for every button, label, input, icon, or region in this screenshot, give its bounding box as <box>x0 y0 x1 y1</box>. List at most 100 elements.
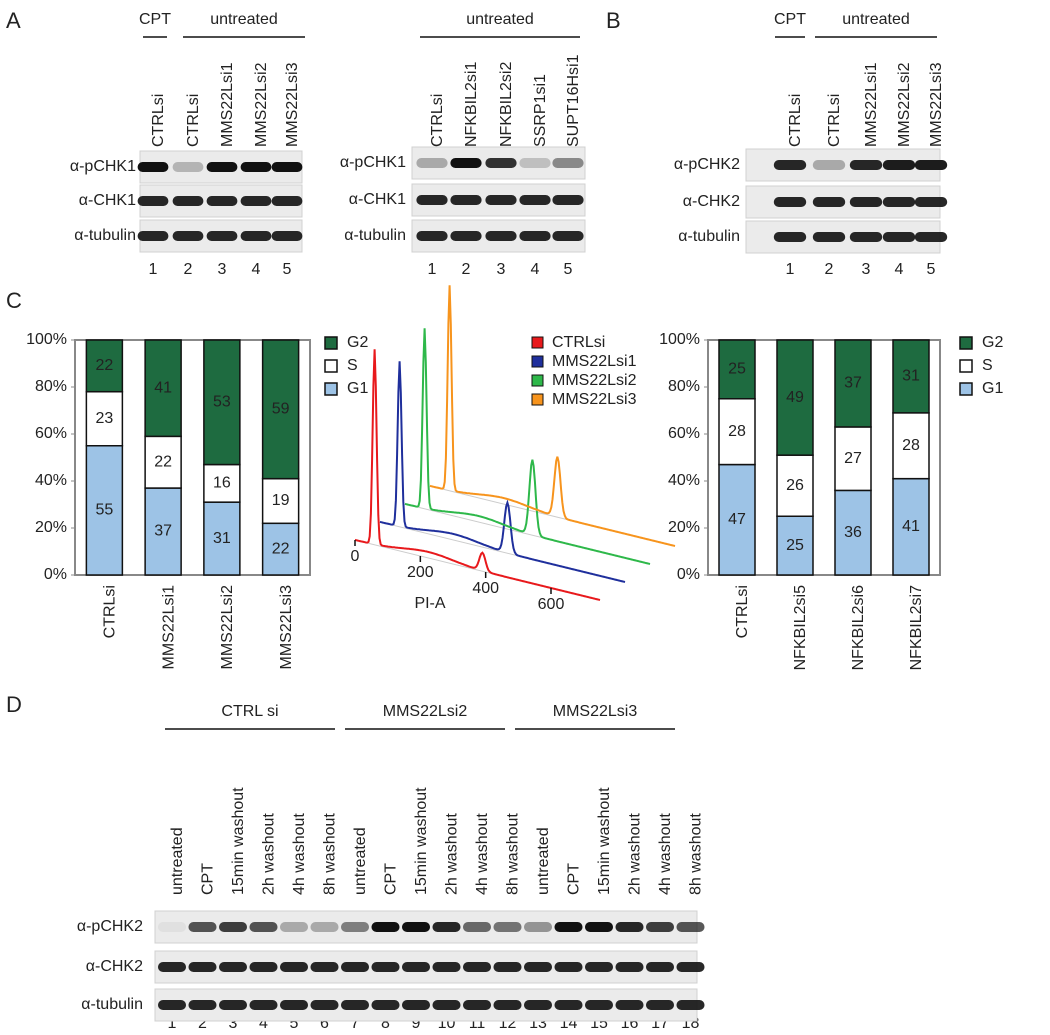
data-label: 53 <box>213 393 231 410</box>
band <box>812 232 846 242</box>
band <box>462 1000 492 1010</box>
band <box>676 1000 705 1010</box>
band <box>157 922 187 932</box>
row-label: α-pCHK1 <box>70 158 136 175</box>
data-label: 22 <box>272 540 290 557</box>
data-label: 31 <box>213 530 231 547</box>
band <box>271 231 303 241</box>
x-tick-label: NFKBIL2si5 <box>792 585 809 670</box>
data-label: 22 <box>95 357 113 374</box>
band <box>519 195 551 205</box>
band <box>271 196 303 206</box>
legend-swatch <box>531 336 544 349</box>
histogram-trace <box>404 328 651 565</box>
row-label: α-CHK2 <box>86 958 143 975</box>
band <box>462 922 492 932</box>
band <box>523 962 553 972</box>
legend-label: MMS22Lsi3 <box>552 391 637 408</box>
y-tick-label: 100% <box>26 331 67 348</box>
y-tick-label: 20% <box>35 519 67 536</box>
band <box>645 922 675 932</box>
band <box>812 160 846 170</box>
data-label: 36 <box>844 524 862 541</box>
band <box>310 962 339 972</box>
band <box>552 231 584 241</box>
lane-label: MMS22Lsi1 <box>219 62 236 147</box>
band <box>188 1000 217 1010</box>
x-tick-label: NFKBIL2si6 <box>850 585 867 670</box>
band <box>676 922 705 932</box>
band <box>432 922 461 932</box>
band <box>773 160 807 170</box>
band <box>137 162 169 172</box>
y-tick-label: 80% <box>35 378 67 395</box>
group-label: CPT <box>774 11 806 28</box>
data-label: 22 <box>154 453 172 470</box>
band <box>812 197 846 207</box>
row-label: α-tubulin <box>678 228 740 245</box>
legend-swatch <box>531 355 544 368</box>
band <box>584 922 614 932</box>
lane-number: 5 <box>927 261 936 278</box>
data-label: 25 <box>786 537 804 554</box>
band <box>554 962 583 972</box>
data-label: 41 <box>154 379 172 396</box>
lane-number: 7 <box>351 1015 360 1032</box>
legend-label: S <box>347 357 358 374</box>
band <box>416 231 448 241</box>
legend-label: S <box>982 357 993 374</box>
bar-segment <box>144 339 182 438</box>
band <box>552 158 584 168</box>
band <box>615 1000 644 1010</box>
band <box>432 962 461 972</box>
data-label: 26 <box>786 477 804 494</box>
lane-label: SUPT16Hsi1 <box>565 54 582 147</box>
bar-segment <box>776 339 814 456</box>
lane-label: CTRLsi <box>150 94 167 147</box>
histogram-trace <box>354 349 601 601</box>
legend-swatch <box>324 359 338 373</box>
data-label: 23 <box>95 410 113 427</box>
band <box>240 162 272 172</box>
band <box>523 1000 553 1010</box>
lane-label: NFKBIL2si1 <box>463 62 480 147</box>
lane-number: 5 <box>564 261 573 278</box>
band <box>450 158 482 168</box>
row-label: α-tubulin <box>344 227 406 244</box>
row-label: α-pCHK2 <box>77 918 143 935</box>
lane-label: 8h washout <box>322 813 339 895</box>
band <box>676 962 705 972</box>
row-label: α-CHK1 <box>79 192 136 209</box>
lane-number: 2 <box>198 1015 207 1032</box>
lane-label: 8h washout <box>505 813 522 895</box>
band <box>519 231 551 241</box>
lane-label: 2h washout <box>444 813 461 895</box>
band <box>493 1000 522 1010</box>
band <box>401 962 431 972</box>
data-label: 25 <box>728 361 746 378</box>
row-label: α-pCHK1 <box>340 154 406 171</box>
legend-swatch <box>531 374 544 387</box>
band <box>849 232 883 242</box>
band <box>450 195 482 205</box>
bar-segment <box>261 522 300 576</box>
band <box>519 158 551 168</box>
band <box>645 1000 675 1010</box>
lane-number: 3 <box>218 261 227 278</box>
lane-label: CPT <box>383 863 400 895</box>
legend-label: G2 <box>347 334 368 351</box>
lane-label: 4h washout <box>474 813 491 895</box>
band <box>416 195 448 205</box>
lane-label: MMS22Lsi1 <box>863 62 880 147</box>
y-tick-label: 40% <box>668 472 700 489</box>
group-label: untreated <box>466 11 534 28</box>
x-tick-label: 200 <box>407 564 434 581</box>
row-label: α-tubulin <box>74 227 136 244</box>
lane-number: 3 <box>497 261 506 278</box>
lane-number: 5 <box>290 1015 299 1032</box>
data-label: 37 <box>154 523 172 540</box>
band <box>882 232 916 242</box>
lane-label: CTRLsi <box>787 94 804 147</box>
band <box>249 922 278 932</box>
lane-number: 3 <box>862 261 871 278</box>
